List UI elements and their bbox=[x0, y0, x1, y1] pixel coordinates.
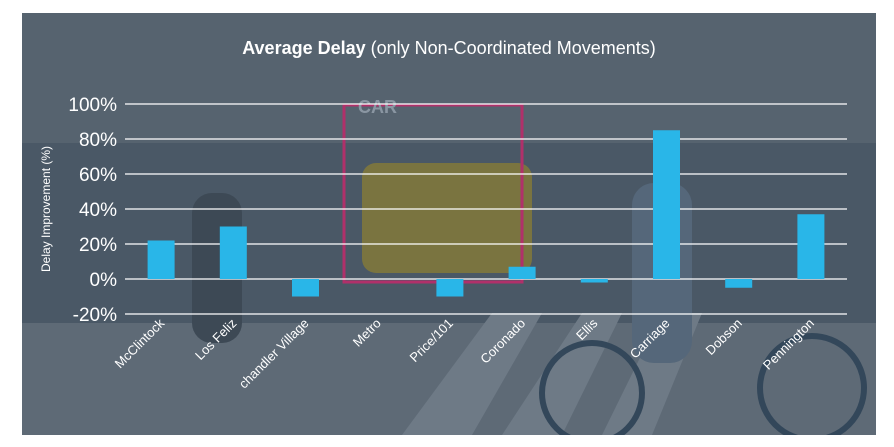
bar bbox=[292, 279, 319, 297]
bar bbox=[653, 130, 680, 279]
bar bbox=[147, 240, 175, 279]
bar bbox=[436, 279, 464, 297]
bar bbox=[219, 226, 247, 279]
bar bbox=[580, 279, 608, 283]
x-tick-label: Price/101 bbox=[407, 316, 456, 365]
y-axis-ticks: -20% 0% 20% 40% 60% 80% 100% bbox=[68, 95, 117, 326]
car-detection-box bbox=[342, 103, 524, 284]
bar bbox=[725, 279, 753, 288]
y-tick-label: 60% bbox=[79, 165, 117, 186]
chart-title-bold: Average Delay bbox=[242, 38, 366, 58]
x-tick-label: Los Feliz bbox=[192, 316, 239, 363]
x-tick-label: Metro bbox=[350, 316, 384, 350]
x-tick-label: Pennington bbox=[760, 316, 817, 373]
y-axis-label: Delay Improvement (%) bbox=[39, 146, 53, 272]
yellow-taxi-shape bbox=[362, 163, 532, 273]
y-tick-label: 20% bbox=[79, 235, 117, 256]
x-tick-label: Dobson bbox=[703, 316, 745, 358]
y-tick-label: 80% bbox=[79, 130, 117, 151]
bike-wheel bbox=[757, 333, 867, 435]
photo-building-band bbox=[22, 13, 876, 143]
x-tick-label: McClintock bbox=[112, 315, 168, 371]
chart-title: Average Delay (only Non-Coordinated Move… bbox=[22, 38, 876, 59]
bar-chart: -20% 0% 20% 40% 60% 80% 100% McClintock Los Fel… bbox=[39, 95, 847, 391]
chart-title-rest: (only Non-Coordinated Movements) bbox=[365, 38, 656, 58]
y-tick-label: 0% bbox=[90, 270, 118, 291]
y-tick-label: 100% bbox=[68, 95, 117, 116]
x-tick-label: Ellis bbox=[573, 315, 601, 343]
bar bbox=[797, 214, 825, 279]
bike-wheel bbox=[539, 340, 645, 435]
x-tick-label: Coronado bbox=[477, 316, 528, 367]
bar bbox=[508, 266, 536, 279]
chart-panel: CAR -20% 0% 20% 40% 60% 80% 100% McClintock Los… bbox=[22, 13, 876, 435]
bars bbox=[147, 130, 825, 297]
car-detection-label: CAR bbox=[358, 97, 397, 117]
y-tick-label: 40% bbox=[79, 200, 117, 221]
x-tick-label: chandler Village bbox=[236, 316, 312, 392]
street-photo-background: CAR bbox=[22, 13, 876, 435]
crosswalk-stripe bbox=[402, 313, 542, 435]
x-tick-label: Carriage bbox=[627, 316, 673, 362]
y-tick-label: -20% bbox=[73, 305, 117, 326]
